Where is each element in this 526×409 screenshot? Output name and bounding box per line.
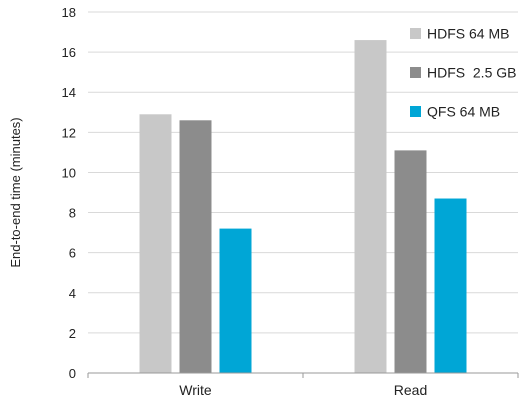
legend-swatch [410, 67, 421, 78]
y-tick-label: 14 [62, 85, 76, 100]
bar [219, 228, 252, 373]
legend: HDFS 64 MB HDFS 2.5 GB QFS 64 MB [410, 26, 516, 120]
legend-swatch [410, 28, 421, 39]
y-tick-label: 16 [62, 45, 76, 60]
bars [139, 40, 467, 374]
x-category-label: Read [394, 382, 427, 398]
bar [434, 198, 467, 373]
bar [179, 120, 212, 373]
y-tick-label: 4 [69, 286, 76, 301]
legend-label: HDFS 2.5 GB [427, 65, 516, 81]
y-axis-label: End-to-end time (minutes) [8, 117, 23, 267]
y-tick-label: 18 [62, 5, 76, 20]
bar [139, 114, 172, 374]
legend-label: HDFS 64 MB [427, 26, 509, 42]
y-tick-label: 2 [69, 326, 76, 341]
y-tick-label: 6 [69, 246, 76, 261]
y-tick-label: 12 [62, 125, 76, 140]
legend-swatch [410, 106, 421, 117]
y-tick-label: 0 [69, 366, 76, 381]
bar [394, 150, 427, 373]
x-axis-ticks: Write Read [87, 373, 519, 398]
legend-label: QFS 64 MB [427, 104, 500, 120]
y-tick-label: 8 [69, 206, 76, 221]
y-axis-ticks: 0 2 4 6 8 10 12 14 16 18 [62, 5, 76, 381]
y-tick-label: 10 [62, 165, 76, 180]
bar [354, 40, 387, 373]
x-category-label: Write [179, 382, 212, 398]
